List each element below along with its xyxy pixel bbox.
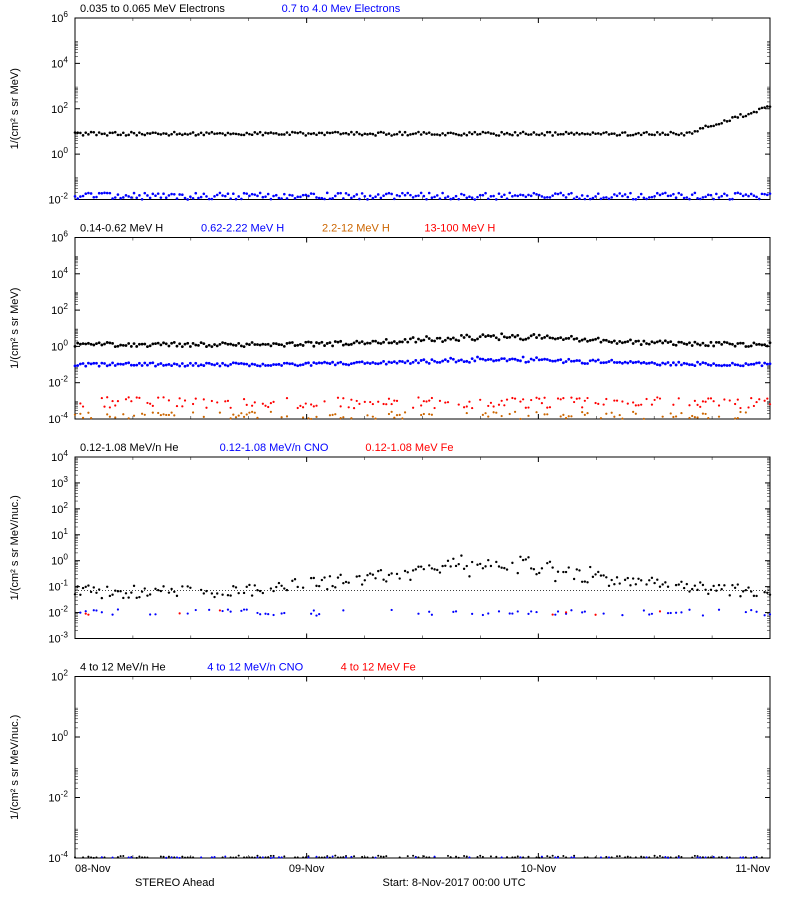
svg-text:0.7 to 4.0 Mev Electrons: 0.7 to 4.0 Mev Electrons xyxy=(282,3,401,15)
svg-text:4 to 12 MeV/n CNO: 4 to 12 MeV/n CNO xyxy=(207,662,303,674)
svg-text:10-Nov: 10-Nov xyxy=(521,863,557,875)
svg-text:0.14-0.62 MeV H: 0.14-0.62 MeV H xyxy=(80,223,163,235)
svg-text:104: 104 xyxy=(51,55,68,70)
svg-text:0.12-1.08 MeV/n CNO: 0.12-1.08 MeV/n CNO xyxy=(220,442,329,454)
plot-svg: 10-2 100 102 104 106 1/(cm² s sr MeV) 0.035 to… xyxy=(0,0,800,900)
svg-text:10-2: 10-2 xyxy=(48,192,68,207)
svg-text:11-Nov: 11-Nov xyxy=(735,863,770,875)
svg-text:1/(cm² s sr MeV): 1/(cm² s sr MeV) xyxy=(9,288,21,369)
svg-text:102: 102 xyxy=(51,101,68,116)
svg-text:106: 106 xyxy=(51,230,68,245)
svg-text:Start: 8-Nov-2017 00:00 UTC: Start: 8-Nov-2017 00:00 UTC xyxy=(383,877,526,889)
svg-text:1/(cm² s sr MeV/nuc.): 1/(cm² s sr MeV/nuc.) xyxy=(9,495,21,600)
svg-text:10-2: 10-2 xyxy=(48,375,68,390)
svg-text:102: 102 xyxy=(51,302,68,317)
svg-text:0.12-1.08 MeV/n He: 0.12-1.08 MeV/n He xyxy=(80,442,178,454)
figure-container: 10-2 100 102 104 106 1/(cm² s sr MeV) 0.035 to… xyxy=(0,0,800,900)
svg-text:10-2: 10-2 xyxy=(48,790,68,805)
svg-text:4 to 12 MeV Fe: 4 to 12 MeV Fe xyxy=(341,662,416,674)
svg-text:101: 101 xyxy=(51,527,68,542)
svg-text:100: 100 xyxy=(51,553,68,568)
svg-text:102: 102 xyxy=(51,669,68,684)
svg-text:13-100 MeV H: 13-100 MeV H xyxy=(424,223,495,235)
svg-text:1/(cm² s sr MeV): 1/(cm² s sr MeV) xyxy=(9,68,21,149)
svg-text:09-Nov: 09-Nov xyxy=(289,863,325,875)
svg-text:100: 100 xyxy=(51,338,68,353)
svg-text:10-4: 10-4 xyxy=(48,411,68,426)
svg-text:1/(cm² s sr MeV/nuc.): 1/(cm² s sr MeV/nuc.) xyxy=(9,715,21,820)
svg-text:106: 106 xyxy=(51,10,68,25)
svg-text:100: 100 xyxy=(51,729,68,744)
svg-text:103: 103 xyxy=(51,475,68,490)
svg-text:102: 102 xyxy=(51,501,68,516)
svg-text:08-Nov: 08-Nov xyxy=(75,863,111,875)
svg-text:4 to 12 MeV/n He: 4 to 12 MeV/n He xyxy=(80,662,166,674)
svg-text:10-1: 10-1 xyxy=(48,579,68,594)
svg-text:2.2-12 MeV H: 2.2-12 MeV H xyxy=(322,223,390,235)
svg-text:STEREO Ahead: STEREO Ahead xyxy=(135,877,215,889)
svg-text:10-4: 10-4 xyxy=(48,850,68,865)
svg-text:0.62-2.22 MeV H: 0.62-2.22 MeV H xyxy=(201,223,284,235)
svg-text:0.12-1.08 MeV Fe: 0.12-1.08 MeV Fe xyxy=(365,442,453,454)
svg-text:10-2: 10-2 xyxy=(48,605,68,620)
svg-text:104: 104 xyxy=(51,449,68,464)
svg-text:10-3: 10-3 xyxy=(48,631,68,646)
svg-text:100: 100 xyxy=(51,146,68,161)
svg-text:104: 104 xyxy=(51,266,68,281)
svg-text:0.035 to 0.065 MeV Electrons: 0.035 to 0.065 MeV Electrons xyxy=(80,3,225,15)
